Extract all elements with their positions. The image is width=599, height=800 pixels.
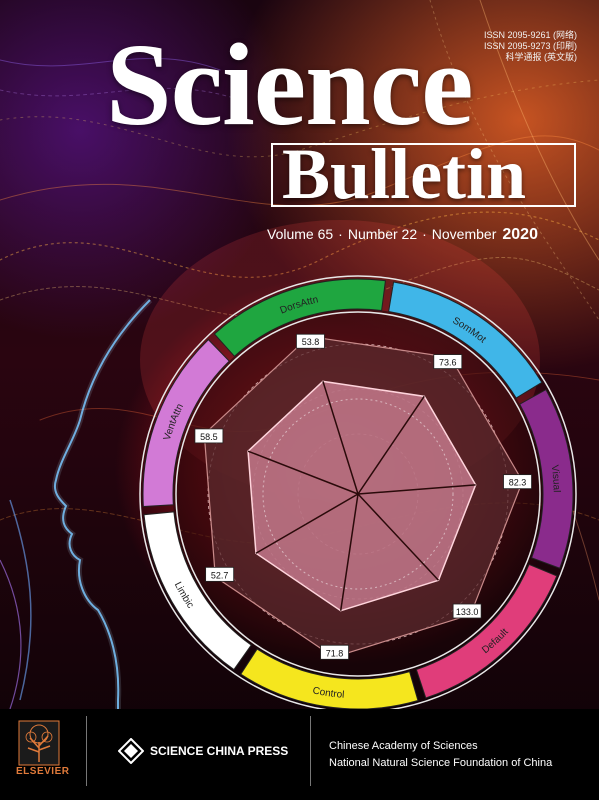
network-value-label: 52.7	[206, 567, 234, 581]
footer-divider	[86, 716, 87, 786]
org-cas: Chinese Academy of Sciences	[329, 738, 552, 755]
network-value-label: 58.5	[195, 429, 223, 443]
network-radar-wheel: DorsAttn53.8SomMot73.6Visual82.3Default1…	[0, 0, 599, 709]
publisher-elsevier: ELSEVIER	[16, 766, 69, 777]
sponsor-organizations: Chinese Academy of Sciences National Nat…	[329, 738, 552, 772]
footer-divider	[310, 716, 311, 786]
svg-text:82.3: 82.3	[509, 478, 527, 488]
science-china-press-icon	[118, 738, 144, 764]
svg-text:133.0: 133.0	[456, 607, 479, 617]
network-value-label: 53.8	[296, 334, 324, 348]
svg-text:53.8: 53.8	[302, 337, 320, 347]
svg-text:71.8: 71.8	[326, 648, 344, 658]
network-value-label: 82.3	[504, 475, 532, 489]
network-value-label: 133.0	[453, 604, 481, 618]
elsevier-tree-icon	[18, 720, 60, 768]
network-value-label: 73.6	[434, 355, 462, 369]
svg-text:73.6: 73.6	[439, 358, 457, 368]
svg-text:58.5: 58.5	[200, 432, 218, 442]
svg-text:52.7: 52.7	[211, 570, 229, 580]
org-nsfc: National Natural Science Foundation of C…	[329, 755, 552, 772]
science-china-press-label: SCIENCE CHINA PRESS	[150, 744, 288, 758]
network-value-label: 71.8	[321, 645, 349, 659]
